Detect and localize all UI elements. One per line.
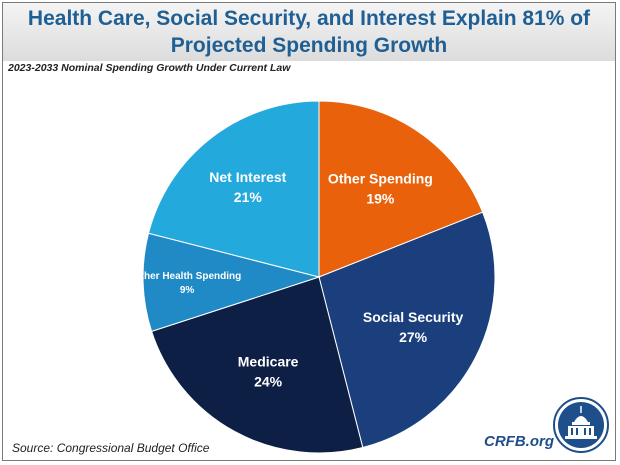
slice-value-other-spending: 19% — [366, 191, 395, 207]
slice-label-medicare: Medicare — [238, 354, 299, 370]
pie-slice-other-spending — [318, 100, 484, 278]
brand-link[interactable]: CRFB.org — [484, 433, 554, 450]
slice-label-social-security: Social Security — [363, 309, 464, 325]
capitol-seal-icon — [553, 397, 609, 453]
slice-label-other-spending: Other Spending — [328, 171, 433, 187]
pie-slice-social-security — [318, 211, 496, 449]
pie-slice-medicare — [150, 276, 364, 454]
slice-value-social-security: 27% — [399, 329, 428, 345]
slice-value-other-health-spending: 9% — [180, 285, 195, 296]
slice-label-net-interest: Net Interest — [209, 169, 286, 185]
pie-slice-net-interest — [147, 100, 320, 278]
chart-title: Health Care, Social Security, and Intere… — [3, 3, 615, 59]
chart-subtitle: 2023-2033 Nominal Spending Growth Under … — [8, 62, 291, 74]
slice-value-net-interest: 21% — [234, 189, 263, 205]
title-line-2: Projected Spending Growth — [170, 34, 448, 57]
slice-value-medicare: 24% — [254, 374, 283, 390]
slice-label-other-health-spending: Other Health Spending — [133, 271, 241, 282]
title-banner: Health Care, Social Security, and Intere… — [3, 3, 615, 61]
pie-slice-other-health-spending — [142, 232, 321, 333]
title-line-1: Health Care, Social Security, and Intere… — [27, 7, 591, 30]
source-note: Source: Congressional Budget Office — [12, 441, 210, 455]
